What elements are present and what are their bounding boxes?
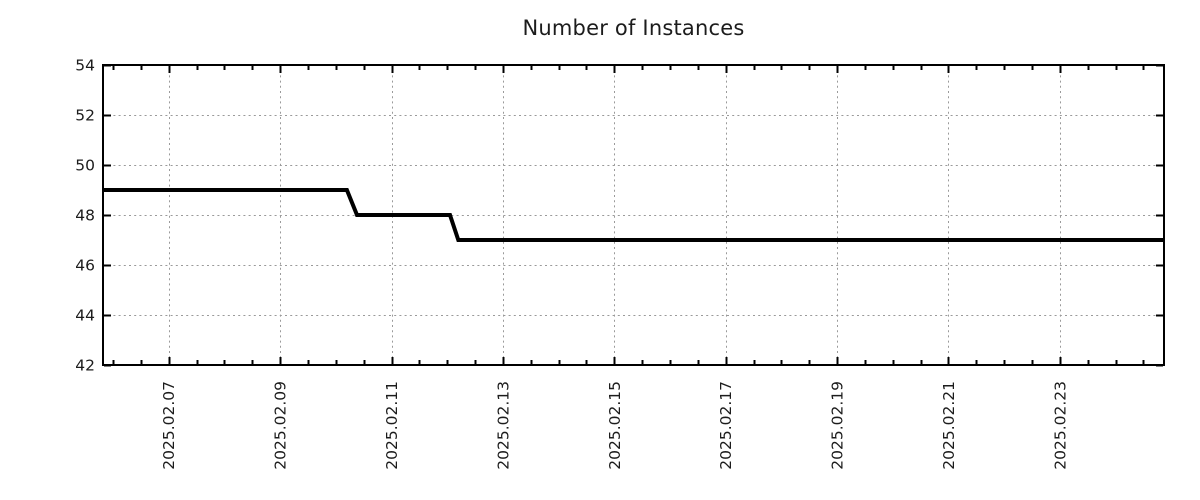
x-tick-label: 2025.02.09 xyxy=(272,381,290,470)
x-tick-label: 2025.02.23 xyxy=(1051,381,1069,470)
y-tick-label: 42 xyxy=(75,357,95,375)
y-tick-label: 50 xyxy=(75,157,95,175)
x-tick-label: 2025.02.17 xyxy=(717,381,735,470)
x-tick-label: 2025.02.15 xyxy=(606,381,624,470)
y-tick-label: 48 xyxy=(75,207,95,225)
x-tick-label: 2025.02.19 xyxy=(829,381,847,470)
y-tick-label: 54 xyxy=(75,57,95,75)
x-tick-label: 2025.02.13 xyxy=(494,381,512,470)
x-tick-label: 2025.02.21 xyxy=(940,381,958,470)
x-tick-label: 2025.02.07 xyxy=(160,381,178,470)
y-tick-label: 44 xyxy=(75,307,95,325)
chart-title: Number of Instances xyxy=(522,16,745,40)
series-line-instances xyxy=(103,188,1164,242)
plot-frame xyxy=(102,64,1165,366)
y-tick-label: 46 xyxy=(75,257,95,275)
x-tick-label: 2025.02.11 xyxy=(383,381,401,470)
y-tick-label: 52 xyxy=(75,107,95,125)
